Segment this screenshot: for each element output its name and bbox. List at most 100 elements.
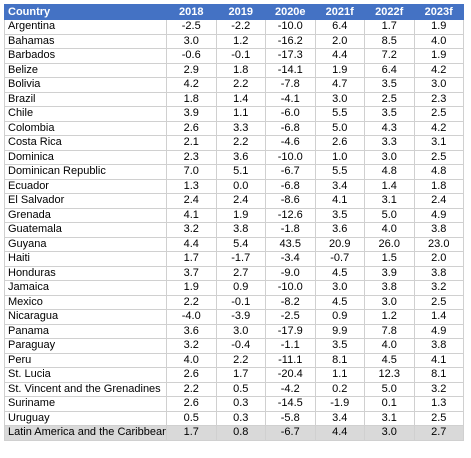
value-cell: -5.8 <box>265 410 316 426</box>
value-cell: 3.2 <box>166 338 217 354</box>
value-cell: 4.9 <box>413 323 464 339</box>
value-cell: 3.0 <box>364 294 415 310</box>
table-row: Paraguay 3.2 -0.4 -1.1 3.5 4.0 3.8 <box>4 338 464 354</box>
value-cell: 4.1 <box>413 352 464 368</box>
value-cell: -6.7 <box>265 164 316 180</box>
table-row: El Salvador 2.4 2.4 -8.6 4.1 3.1 2.4 <box>4 193 464 209</box>
value-cell: 3.1 <box>364 410 415 426</box>
value-cell: 4.2 <box>413 62 464 78</box>
value-cell: 0.1 <box>364 396 415 412</box>
country-cell: Dominica <box>4 149 167 165</box>
value-cell: 2.4 <box>166 193 217 209</box>
value-cell: 3.6 <box>215 149 266 165</box>
value-cell: 3.0 <box>364 149 415 165</box>
header-row: Country 2018 2019 2020e 2021f 2022f 2023f <box>4 4 464 20</box>
value-cell: -10.0 <box>265 149 316 165</box>
value-cell: -0.7 <box>314 251 365 267</box>
table-row: Guatemala 3.2 3.8 -1.8 3.6 4.0 3.8 <box>4 222 464 238</box>
country-cell: Latin America and the Caribbean <box>4 425 167 441</box>
value-cell: 2.4 <box>413 193 464 209</box>
value-cell: 4.4 <box>314 425 365 441</box>
value-cell: -1.7 <box>215 251 266 267</box>
value-cell: 2.2 <box>166 294 217 310</box>
value-cell: 1.9 <box>413 19 464 35</box>
value-cell: 3.9 <box>364 265 415 281</box>
country-cell: Dominican Republic <box>4 164 167 180</box>
value-cell: 0.9 <box>215 280 266 296</box>
value-cell: 0.3 <box>215 396 266 412</box>
value-cell: 3.6 <box>314 222 365 238</box>
table-row: Latin America and the Caribbean 1.7 0.8 -6.… <box>4 425 464 441</box>
value-cell: 2.5 <box>413 149 464 165</box>
value-cell: -20.4 <box>265 367 316 383</box>
value-cell: -1.8 <box>265 222 316 238</box>
value-cell: 0.3 <box>215 410 266 426</box>
column-header: 2020e <box>265 4 316 20</box>
table-body: Argentina -2.5 -2.2 -10.0 6.4 1.7 1.9 Bahamas 3.… <box>4 19 464 441</box>
value-cell: -6.7 <box>265 425 316 441</box>
table-row: Suriname 2.6 0.3 -14.5 -1.9 0.1 1.3 <box>4 396 464 412</box>
value-cell: 2.3 <box>413 91 464 107</box>
value-cell: 4.5 <box>314 294 365 310</box>
value-cell: 1.9 <box>314 62 365 78</box>
value-cell: 1.3 <box>166 178 217 194</box>
value-cell: 4.5 <box>364 352 415 368</box>
value-cell: 43.5 <box>265 236 316 252</box>
value-cell: 3.8 <box>364 280 415 296</box>
country-cell: Mexico <box>4 294 167 310</box>
column-header: 2022f <box>364 4 415 20</box>
table-row: Bolivia 4.2 2.2 -7.8 4.7 3.5 3.0 <box>4 77 464 93</box>
value-cell: 4.8 <box>364 164 415 180</box>
value-cell: 8.5 <box>364 33 415 49</box>
column-header: 2018 <box>166 4 217 20</box>
value-cell: 2.2 <box>166 381 217 397</box>
country-cell: El Salvador <box>4 193 167 209</box>
value-cell: 4.1 <box>314 193 365 209</box>
country-cell: Grenada <box>4 207 167 223</box>
value-cell: 3.3 <box>364 135 415 151</box>
value-cell: -1.1 <box>265 338 316 354</box>
value-cell: 7.8 <box>364 323 415 339</box>
value-cell: -4.1 <box>265 91 316 107</box>
value-cell: -16.2 <box>265 33 316 49</box>
value-cell: 4.0 <box>364 338 415 354</box>
table-row: Haiti 1.7 -1.7 -3.4 -0.7 1.5 2.0 <box>4 251 464 267</box>
value-cell: -0.1 <box>215 48 266 64</box>
value-cell: -8.6 <box>265 193 316 209</box>
value-cell: 2.6 <box>166 396 217 412</box>
value-cell: 5.5 <box>314 106 365 122</box>
country-cell: Paraguay <box>4 338 167 354</box>
value-cell: 3.5 <box>314 207 365 223</box>
country-cell: Suriname <box>4 396 167 412</box>
value-cell: 8.1 <box>413 367 464 383</box>
table-container: Country 2018 2019 2020e 2021f 2022f 2023f Arge… <box>4 4 464 441</box>
table-row: Panama 3.6 3.0 -17.9 9.9 7.8 4.9 <box>4 323 464 339</box>
value-cell: 5.4 <box>215 236 266 252</box>
value-cell: -2.2 <box>215 19 266 35</box>
value-cell: -6.0 <box>265 106 316 122</box>
country-cell: Nicaragua <box>4 309 167 325</box>
value-cell: -14.5 <box>265 396 316 412</box>
value-cell: 2.2 <box>215 77 266 93</box>
country-cell: Haiti <box>4 251 167 267</box>
value-cell: 4.4 <box>166 236 217 252</box>
value-cell: 23.0 <box>413 236 464 252</box>
table-row: Argentina -2.5 -2.2 -10.0 6.4 1.7 1.9 <box>4 19 464 35</box>
value-cell: 4.1 <box>166 207 217 223</box>
country-cell: Jamaica <box>4 280 167 296</box>
value-cell: -11.1 <box>265 352 316 368</box>
value-cell: -7.8 <box>265 77 316 93</box>
value-cell: 5.0 <box>364 207 415 223</box>
value-cell: -6.8 <box>265 120 316 136</box>
table-row: Peru 4.0 2.2 -11.1 8.1 4.5 4.1 <box>4 352 464 368</box>
value-cell: 6.4 <box>364 62 415 78</box>
country-cell: Uruguay <box>4 410 167 426</box>
country-cell: Chile <box>4 106 167 122</box>
value-cell: 3.8 <box>413 265 464 281</box>
country-cell: Argentina <box>4 19 167 35</box>
value-cell: 5.0 <box>364 381 415 397</box>
country-cell: Panama <box>4 323 167 339</box>
value-cell: 4.0 <box>364 222 415 238</box>
value-cell: 3.2 <box>166 222 217 238</box>
value-cell: -17.3 <box>265 48 316 64</box>
